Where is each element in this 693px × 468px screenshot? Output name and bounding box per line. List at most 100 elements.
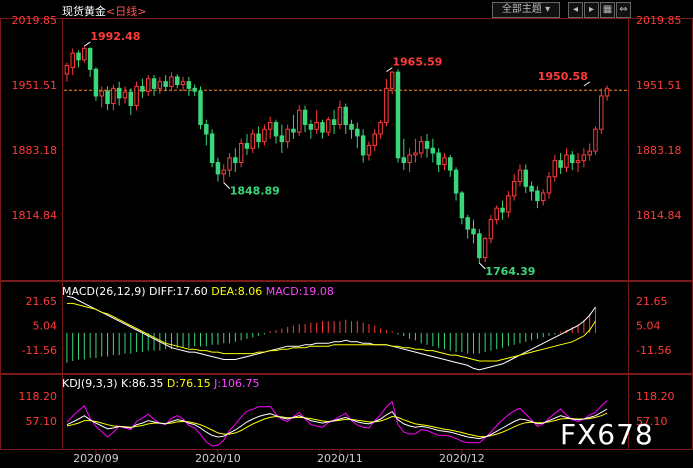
expand-icon[interactable]: ⇔ [616,2,631,18]
candle-up [122,91,128,99]
candle-down [151,78,157,89]
candle-down [349,123,354,130]
right-arrow-icon[interactable]: ▸ [584,2,599,18]
annotation-label: 1848.89 [230,185,280,198]
candle-down [453,169,459,194]
candle-up [587,150,592,156]
candle-up [442,157,447,165]
candle-up [250,133,256,149]
kdj-j-value: J:106.75 [214,377,260,390]
macd-tick-left: 21.65 [26,295,58,308]
candle-down [215,162,221,175]
candle-up [418,141,424,154]
price-axis: 2019.85 2019.85 1951.51 1951.51 1883.18 1883.… [12,14,682,222]
candle-down [395,71,401,159]
candle-down [424,141,430,149]
watermark: FX678 [560,418,654,451]
candle-down [76,52,81,61]
theme-button[interactable]: 全部主题 ▾ [492,2,560,18]
candle-up [575,160,581,164]
annotation-pointer [583,81,591,87]
macd-panel: 21.65 21.65 5.04 5.04 -11.56 -11.56 [22,295,671,371]
kdj-tick-left: 118.20 [19,390,58,403]
candle-down [302,109,308,125]
candle-down [430,147,436,154]
candle-down [233,157,238,164]
macd-indicator-label: MACD(26,12,9) [62,285,146,298]
candle-down [471,228,476,235]
candle-up [482,238,488,259]
candle-down [273,122,279,137]
candle-up [326,119,331,133]
macd-macd-value: MACD:19.08 [265,285,334,298]
price-tick-right: 2019.85 [636,14,682,27]
candle-up [267,122,273,130]
time-tick-label: 2020/12 [439,452,485,465]
annotation-pointer [223,182,231,189]
candle-up [593,128,598,152]
candle-up [372,133,377,146]
macd-diff-line [66,295,596,371]
period-label: <日线> [106,5,147,18]
candle-up [413,152,418,156]
annotation-pointer [478,262,486,270]
left-arrow-icon[interactable]: ◂ [568,2,583,18]
candle-up [511,181,517,197]
chart-title: 现货黄金<日线> [62,3,146,19]
time-tick-label: 2020/11 [317,452,363,465]
candle-down [256,133,261,143]
candle-up [488,219,494,240]
candle-down [529,185,534,192]
candle-down [116,87,122,99]
candle-down [523,169,529,187]
candle-up [64,65,70,75]
candle-up [604,87,610,97]
macd-tick-right: -11.56 [636,344,671,357]
candle-up [70,52,75,68]
candle-down [198,90,203,125]
macd-tick-right: 5.04 [636,320,661,333]
candle-up [169,76,174,87]
candle-down [140,85,145,92]
candle-down [500,207,505,213]
candle-down [209,133,215,164]
candle-down [175,76,180,86]
grid-icon[interactable]: ▦ [600,2,615,18]
price-tick-right: 1814.84 [636,209,682,222]
candle-down [343,106,348,125]
candle-down [93,68,99,97]
candle-down [331,119,337,125]
candle-up [517,169,523,183]
candle-down [477,233,482,259]
candle-up [297,109,302,133]
candle-up [99,90,104,97]
candle-down [105,90,110,105]
price-tick-left: 1883.18 [12,144,58,157]
instrument-name: 现货黄金 [62,5,106,18]
candle-up [552,160,558,178]
annotation-label: 1950.58 [538,70,588,83]
macd-legend: MACD(26,12,9) DIFF:17.60 DEA:8.06 MACD:1… [62,285,334,298]
candle-down [401,157,407,164]
kdj-j-line [66,400,608,447]
candle-down [355,128,360,137]
kdj-legend: KDJ(9,3,3) K:86.35 D:76.15 J:106.75 [62,377,260,390]
candle-up [378,122,383,135]
macd-tick-left: -11.56 [22,344,57,357]
annotation-pointer [84,41,91,47]
candle-down [244,143,250,149]
candle-down [558,160,563,168]
macd-tick-left: 5.04 [33,320,58,333]
candle-down [570,154,575,164]
candle-up [262,128,267,143]
time-tick-label: 2020/09 [73,452,119,465]
kdj-k-value: K:86.35 [121,377,164,390]
candle-down [291,128,296,133]
candle-up [384,87,389,124]
candle-down [87,47,93,70]
candle-up [82,47,87,61]
kdj-panel: 118.20 118.20 57.10 57.10 [19,390,675,447]
candle-down [163,81,168,87]
candle-down [535,190,540,202]
